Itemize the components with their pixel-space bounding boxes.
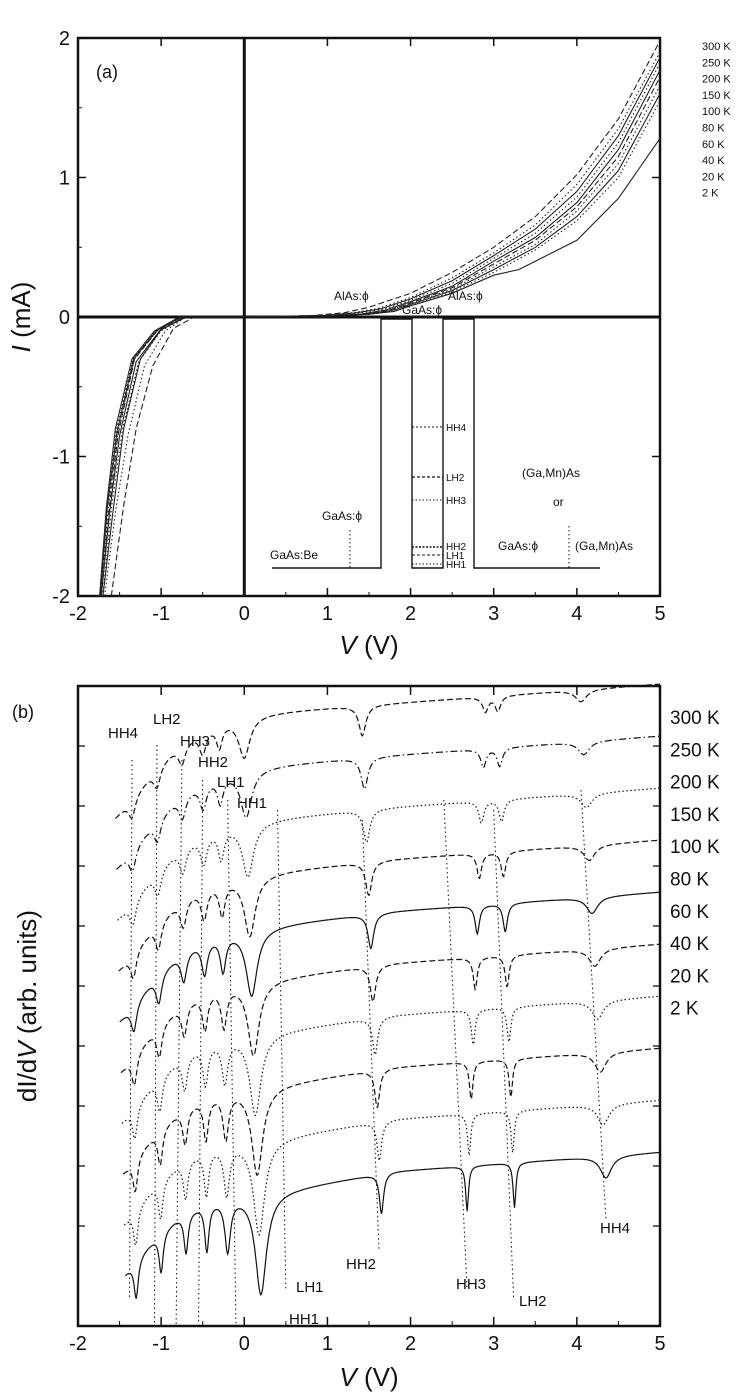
panel-b-frame: [78, 686, 660, 1326]
panel-a-xlabel: V (V): [339, 630, 398, 660]
inset-label-gaas-spacer-right: GaAs:ϕ: [498, 539, 538, 553]
dip-label-bottom-lh2: LH2: [519, 1293, 547, 1310]
panel-b-legend-entry: 150 K: [670, 805, 720, 826]
inset-label-gamnas-bottom: (Ga,Mn)As: [575, 539, 633, 553]
panel-a-curve-2k: [100, 138, 660, 596]
panel-a-xtick-label: 5: [654, 603, 665, 625]
panel-a-legend-entry: 2 K: [702, 188, 719, 200]
panel-b-dip-guide-line: [154, 745, 156, 1326]
dip-label-bottom-hh1: HH1: [289, 1311, 319, 1328]
level-label-hh3: HH3: [446, 496, 466, 507]
panel-b-xtick-label: -1: [152, 1333, 170, 1355]
panel-a-ytick-label: -2: [52, 586, 70, 608]
panel-b-legend-entry: 20 K: [670, 966, 709, 987]
panel-a-legend: 300 K 250 K 200 K 150 K 100 K 80 K 60 K 40 K 20 …: [702, 41, 731, 200]
panel-b-curve-300k: [115, 684, 660, 818]
panel-a-curve-250k: [105, 52, 660, 596]
panel-b-legend-entry: 250 K: [670, 740, 720, 761]
panel-b-curve-40k: [123, 1048, 659, 1191]
inset-label-alas-left: AlAs:ϕ: [334, 289, 369, 303]
panel-b-dip-guide-line: [278, 810, 286, 1290]
level-label-lh2: LH2: [446, 473, 465, 484]
inset-label-gamnas-top: (Ga,Mn)As: [522, 466, 580, 480]
panel-a-label: (a): [96, 62, 118, 82]
panel-b-label: (b): [12, 702, 34, 722]
dip-label-top-hh2: HH2: [198, 754, 228, 771]
panel-b-xtick-label: 4: [571, 1333, 582, 1355]
panel-b-xtick-label: -2: [69, 1333, 87, 1355]
panel-a-xtick-label: 1: [322, 603, 333, 625]
panel-b-dip-guide-line: [362, 820, 379, 1250]
panel-b-legend-entry: 200 K: [670, 773, 720, 794]
inset-label-alas-right: AlAs:ϕ: [448, 289, 483, 303]
panel-a-legend-entry: 60 K: [702, 139, 725, 151]
panel-a-ytick-label: 1: [59, 168, 70, 190]
panel-b-xtick-label: 1: [322, 1333, 333, 1355]
panel-a-curve-40k: [100, 94, 660, 596]
figure: (a) -2 -1 0 1 2 3 4 5210-1-2 300 K250 K200 K150…: [0, 0, 754, 1395]
inset-label-gaasbe: GaAs:Be: [270, 548, 318, 562]
dip-label-top-hh4: HH4: [108, 725, 138, 742]
panel-a-axes: -2 -1 0 1 2 3 4 5 2 1 0 -1 -2: [52, 28, 665, 625]
panel-b-legend-entry: 40 K: [670, 934, 709, 955]
panel-b-legend-entry: 2 K: [670, 999, 699, 1020]
panel-b-legend-entry: 60 K: [670, 902, 709, 923]
dip-label-top-lh1: LH1: [217, 774, 245, 791]
panel-b-curves: [115, 684, 660, 1299]
panel-a-legend-entry: 300 K: [702, 41, 731, 53]
dip-label-bottom-hh3: HH3: [456, 1276, 486, 1293]
panel-b-curve-2k: [125, 1152, 660, 1298]
panel-b-xtick-label: 0: [239, 1333, 250, 1355]
panel-b-dip-guide-line: [444, 800, 467, 1290]
dip-label-bottom-hh2: HH2: [346, 1256, 376, 1273]
dip-label-bottom-hh4: HH4: [600, 1220, 630, 1237]
panel-a-legend-entry: 80 K: [702, 123, 725, 135]
panel-b-xtick-label: 3: [488, 1333, 499, 1355]
band-profile: [272, 319, 600, 568]
panel-a-xtick-label: -2: [69, 603, 87, 625]
panel-a-legend-entry: 20 K: [702, 171, 725, 183]
panel-b-dip-guide-line: [176, 760, 182, 1326]
inset-label-gaas-spacer-left: GaAs:ϕ: [322, 509, 362, 523]
panel-a-xtick-label: 0: [239, 603, 250, 625]
panel-a-ylabel: I (mA): [6, 282, 36, 353]
panel-a: (a) -2 -1 0 1 2 3 4 5 2 1 0 -1 -2 300 K 250 K 200 K 150…: [6, 28, 731, 660]
level-label-hh1: HH1: [446, 560, 466, 571]
panel-a-legend-entry: 100 K: [702, 106, 731, 118]
panel-b-legend-entry: 80 K: [670, 870, 709, 891]
panel-b-curve-200k: [118, 788, 660, 925]
dip-label-top-hh3: HH3: [180, 733, 210, 750]
panel-a-ytick-label: 2: [59, 28, 70, 50]
panel-a-xtick-label: 4: [571, 603, 582, 625]
panel-a-xtick-label: -1: [152, 603, 170, 625]
panel-b-curve-20k: [124, 1100, 659, 1245]
dip-label-top-lh2: LH2: [153, 711, 181, 728]
panel-b-ylabel: dI/dV (arb. units): [12, 910, 42, 1102]
panel-b: (b) -2 -1 0 1 2 3 4 5 300 K 250 K 200 K 150 K 100 K…: [12, 684, 720, 1392]
panel-b-xlabel: V (V): [339, 1362, 398, 1392]
inset-label-gaas-well: GaAs:ϕ: [402, 303, 442, 317]
level-label-hh4: HH4: [446, 423, 466, 434]
panel-b-dip-guide-line: [494, 810, 514, 1300]
panel-b-xtick-label: 5: [654, 1333, 665, 1355]
panel-a-legend-entry: 250 K: [702, 57, 731, 69]
panel-b-legend-entry: 300 K: [670, 708, 720, 729]
panel-a-ytick-label: 0: [59, 307, 70, 329]
panel-b-legend-entry: 100 K: [670, 837, 720, 858]
panel-b-legend: 300 K 250 K 200 K 150 K 100 K 80 K 60 K 40 K 20 …: [670, 708, 720, 1020]
panel-b-dip-guide-line: [199, 780, 203, 1326]
dip-label-top-hh1: HH1: [237, 795, 267, 812]
panel-a-ytick-label: -1: [52, 447, 70, 469]
panel-a-legend-entry: 200 K: [702, 74, 731, 86]
panel-b-dip-guides: [130, 745, 606, 1326]
inset-label-or: or: [553, 495, 564, 509]
inset-band-diagram: [272, 319, 600, 568]
panel-a-legend-entry: 40 K: [702, 155, 725, 167]
dip-label-bottom-lh1: LH1: [296, 1279, 324, 1296]
panel-b-dip-guide-line: [130, 760, 132, 1300]
panel-b-xtick-label: 2: [405, 1333, 416, 1355]
panel-a-xtick-label: 2: [405, 603, 416, 625]
panel-a-legend-entry: 150 K: [702, 90, 731, 102]
panel-a-xtick-label: 3: [488, 603, 499, 625]
